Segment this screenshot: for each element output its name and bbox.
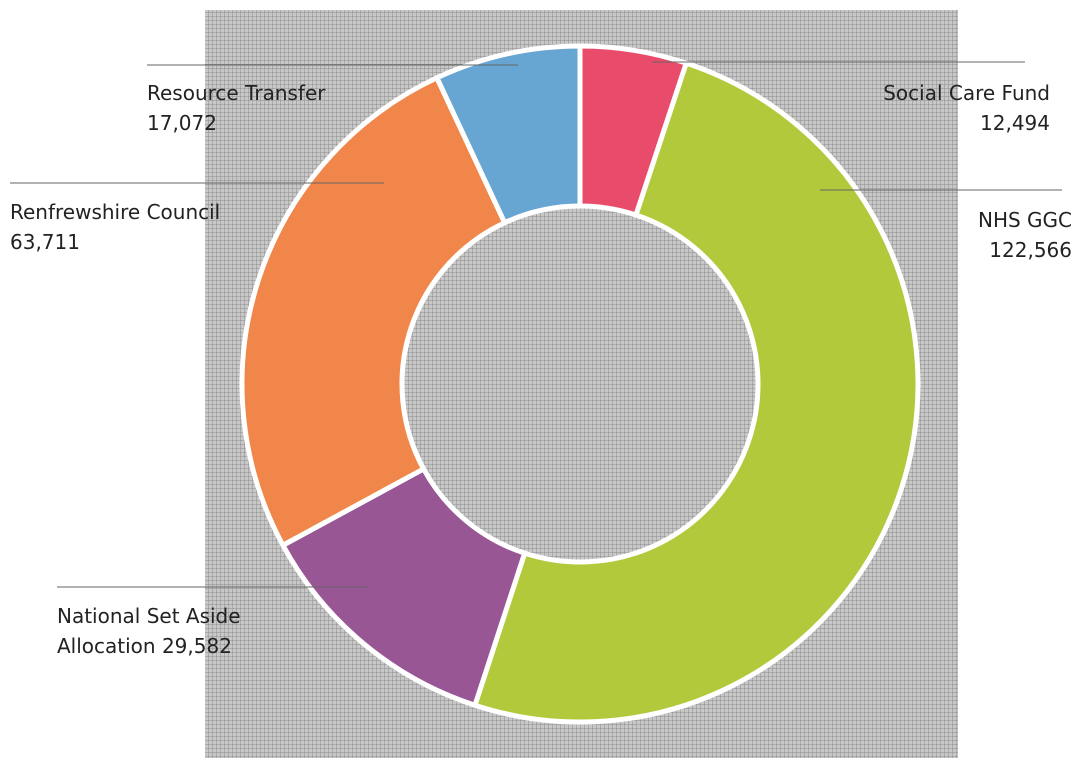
- label-name: NHS GGC: [977, 208, 1072, 232]
- slice: [239, 74, 508, 549]
- data-label: Renfrewshire Council 63,711: [10, 197, 330, 257]
- slice: [433, 43, 583, 227]
- label-value: 17,072: [147, 111, 217, 135]
- label-name: Resource Transfer: [147, 81, 326, 105]
- data-label: National Set Aside Allocation 29,582: [57, 601, 307, 661]
- slice: [471, 59, 921, 725]
- data-label: Resource Transfer 17,072: [147, 78, 407, 138]
- label-name: National Set Aside Allocation: [57, 604, 241, 658]
- label-name: Social Care Fund: [883, 81, 1050, 105]
- data-label: NHS GGC 122,566: [812, 205, 1072, 265]
- label-value: 122,566: [989, 238, 1072, 262]
- label-value: 29,582: [161, 634, 232, 658]
- label-value: 12,494: [980, 111, 1050, 135]
- label-name: Renfrewshire Council: [10, 200, 221, 224]
- slices: [239, 43, 921, 725]
- data-label: Social Care Fund 12,494: [790, 78, 1050, 138]
- label-value: 63,711: [10, 230, 80, 254]
- leader-lines: [10, 61, 1062, 588]
